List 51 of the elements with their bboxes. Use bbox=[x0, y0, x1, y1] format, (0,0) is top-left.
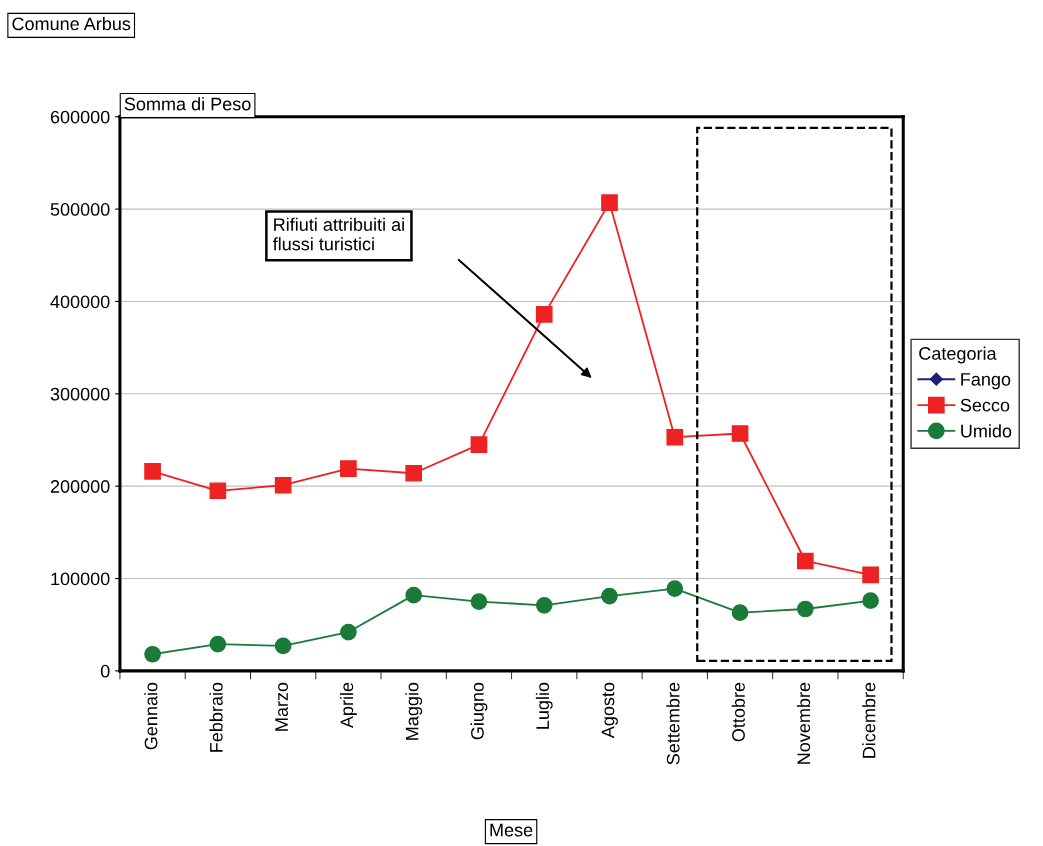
point bbox=[144, 463, 161, 480]
point bbox=[796, 600, 814, 618]
x-tick-label: Settembre bbox=[666, 682, 680, 765]
chart-title: Comune Arbus bbox=[12, 16, 131, 31]
y-tick-label: 300000 bbox=[50, 387, 110, 401]
legend-label: Umido bbox=[961, 424, 1012, 438]
x-tick-label: Novembre bbox=[796, 682, 811, 764]
point bbox=[209, 635, 227, 653]
point bbox=[666, 580, 684, 598]
point bbox=[340, 460, 357, 477]
legend-title: Categoria bbox=[919, 346, 997, 364]
point bbox=[405, 586, 423, 604]
point bbox=[666, 428, 684, 446]
x-tick-label: Dicembre bbox=[862, 682, 876, 758]
point bbox=[731, 604, 749, 622]
legend-label: Secco bbox=[960, 398, 1010, 412]
point bbox=[340, 623, 357, 641]
annotation: Rifiuti attribuiti ai flussi turistici bbox=[272, 217, 404, 251]
point bbox=[470, 436, 488, 453]
y-axis-title: Somma di Peso bbox=[124, 97, 251, 111]
point bbox=[796, 552, 814, 570]
point bbox=[862, 566, 879, 584]
point bbox=[731, 425, 749, 442]
x-tick-label: Maggio bbox=[405, 682, 423, 740]
point bbox=[209, 482, 227, 500]
x-tick-label: Marzo bbox=[275, 682, 288, 731]
x-tick-label: Ottobre bbox=[731, 682, 745, 742]
point bbox=[601, 194, 618, 211]
point bbox=[144, 645, 161, 663]
y-tick-label: 400000 bbox=[50, 295, 110, 309]
x-tick-label: Luglio bbox=[535, 682, 553, 729]
point bbox=[535, 596, 553, 614]
x-axis-title: Mese bbox=[490, 823, 533, 837]
point bbox=[274, 637, 292, 655]
y-tick-label: 600000 bbox=[50, 110, 110, 124]
point bbox=[535, 306, 553, 323]
x-tick-label: Febbraio bbox=[209, 682, 223, 752]
y-tick-label: 100000 bbox=[51, 572, 110, 586]
legend-label: Fango bbox=[961, 373, 1011, 390]
point bbox=[274, 476, 292, 494]
point bbox=[405, 464, 423, 482]
x-tick-label: Aprile bbox=[339, 682, 357, 729]
y-tick-label: 500000 bbox=[50, 203, 110, 216]
x-tick-label: Gennaio bbox=[144, 682, 158, 750]
y-tick-label: 0 bbox=[100, 664, 110, 678]
point bbox=[601, 587, 618, 605]
x-tick-label: Agosto bbox=[601, 682, 618, 739]
x-tick-label: Giugno bbox=[470, 682, 488, 740]
point bbox=[862, 592, 879, 610]
point bbox=[470, 593, 488, 610]
y-tick-label: 200000 bbox=[50, 480, 110, 493]
